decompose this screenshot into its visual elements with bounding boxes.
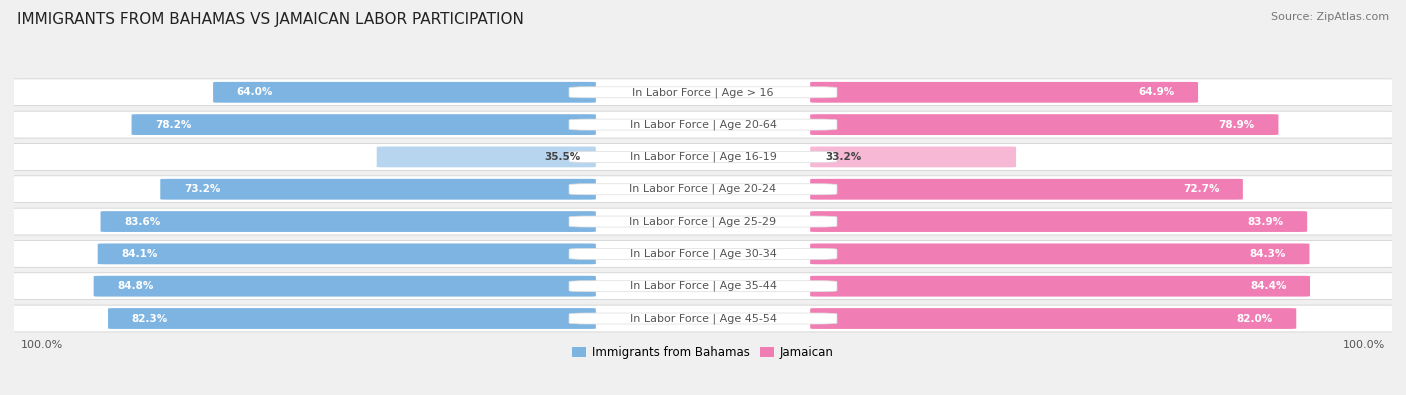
- Text: IMMIGRANTS FROM BAHAMAS VS JAMAICAN LABOR PARTICIPATION: IMMIGRANTS FROM BAHAMAS VS JAMAICAN LABO…: [17, 12, 524, 27]
- Legend: Immigrants from Bahamas, Jamaican: Immigrants from Bahamas, Jamaican: [572, 346, 834, 359]
- FancyBboxPatch shape: [4, 143, 1402, 170]
- FancyBboxPatch shape: [810, 147, 1017, 167]
- Text: 73.2%: 73.2%: [184, 184, 221, 194]
- FancyBboxPatch shape: [4, 273, 1402, 299]
- FancyBboxPatch shape: [132, 114, 596, 135]
- FancyBboxPatch shape: [214, 82, 596, 103]
- FancyBboxPatch shape: [569, 248, 837, 260]
- FancyBboxPatch shape: [94, 276, 596, 297]
- FancyBboxPatch shape: [4, 176, 1402, 203]
- Text: In Labor Force | Age > 16: In Labor Force | Age > 16: [633, 87, 773, 98]
- FancyBboxPatch shape: [810, 114, 1278, 135]
- FancyBboxPatch shape: [569, 184, 837, 195]
- Text: In Labor Force | Age 45-54: In Labor Force | Age 45-54: [630, 313, 776, 324]
- FancyBboxPatch shape: [569, 281, 837, 292]
- FancyBboxPatch shape: [810, 308, 1296, 329]
- FancyBboxPatch shape: [569, 216, 837, 227]
- FancyBboxPatch shape: [569, 87, 837, 98]
- Text: 33.2%: 33.2%: [825, 152, 862, 162]
- FancyBboxPatch shape: [810, 243, 1309, 264]
- Text: In Labor Force | Age 30-34: In Labor Force | Age 30-34: [630, 248, 776, 259]
- Text: 100.0%: 100.0%: [1343, 340, 1385, 350]
- FancyBboxPatch shape: [101, 211, 596, 232]
- Text: 84.1%: 84.1%: [121, 249, 157, 259]
- FancyBboxPatch shape: [4, 208, 1402, 235]
- Text: 83.9%: 83.9%: [1247, 216, 1284, 227]
- Text: 84.8%: 84.8%: [117, 281, 153, 291]
- FancyBboxPatch shape: [810, 211, 1308, 232]
- FancyBboxPatch shape: [569, 313, 837, 324]
- FancyBboxPatch shape: [569, 151, 837, 162]
- FancyBboxPatch shape: [377, 147, 596, 167]
- Text: 100.0%: 100.0%: [21, 340, 63, 350]
- Text: In Labor Force | Age 16-19: In Labor Force | Age 16-19: [630, 152, 776, 162]
- Text: Source: ZipAtlas.com: Source: ZipAtlas.com: [1271, 12, 1389, 22]
- Text: 35.5%: 35.5%: [544, 152, 581, 162]
- Text: 84.4%: 84.4%: [1250, 281, 1286, 291]
- Text: In Labor Force | Age 35-44: In Labor Force | Age 35-44: [630, 281, 776, 292]
- FancyBboxPatch shape: [160, 179, 596, 199]
- FancyBboxPatch shape: [4, 241, 1402, 267]
- FancyBboxPatch shape: [569, 119, 837, 130]
- FancyBboxPatch shape: [810, 82, 1198, 103]
- FancyBboxPatch shape: [4, 79, 1402, 106]
- Text: 78.9%: 78.9%: [1219, 120, 1254, 130]
- Text: 64.9%: 64.9%: [1139, 87, 1174, 97]
- Text: In Labor Force | Age 25-29: In Labor Force | Age 25-29: [630, 216, 776, 227]
- Text: 83.6%: 83.6%: [124, 216, 160, 227]
- Text: 72.7%: 72.7%: [1182, 184, 1219, 194]
- FancyBboxPatch shape: [108, 308, 596, 329]
- Text: 78.2%: 78.2%: [155, 120, 191, 130]
- FancyBboxPatch shape: [4, 111, 1402, 138]
- Text: 82.3%: 82.3%: [132, 314, 167, 324]
- FancyBboxPatch shape: [97, 243, 596, 264]
- FancyBboxPatch shape: [810, 179, 1243, 199]
- FancyBboxPatch shape: [810, 276, 1310, 297]
- Text: In Labor Force | Age 20-24: In Labor Force | Age 20-24: [630, 184, 776, 194]
- Text: 84.3%: 84.3%: [1250, 249, 1286, 259]
- Text: In Labor Force | Age 20-64: In Labor Force | Age 20-64: [630, 119, 776, 130]
- Text: 82.0%: 82.0%: [1236, 314, 1272, 324]
- Text: 64.0%: 64.0%: [236, 87, 273, 97]
- FancyBboxPatch shape: [4, 305, 1402, 332]
